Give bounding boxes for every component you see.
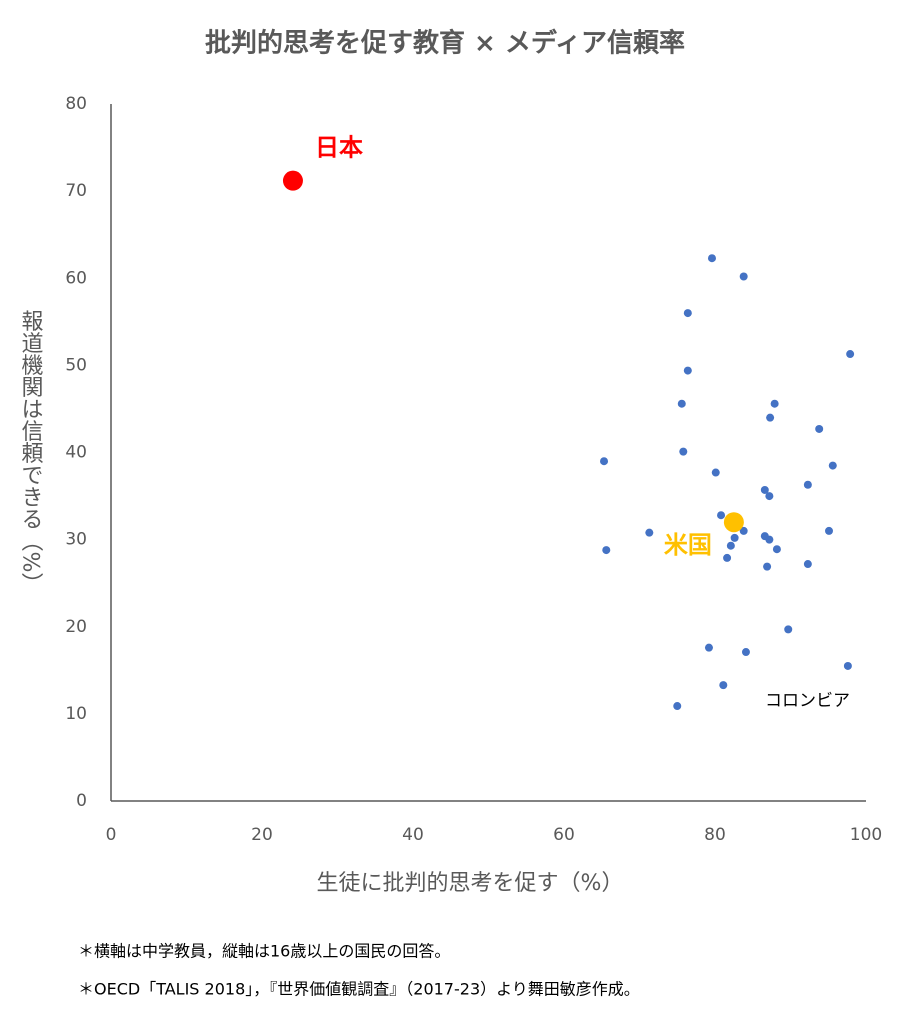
point [763,562,772,571]
point [673,702,682,711]
point [683,309,692,318]
point [843,661,852,670]
x-tick-label: 100 [850,825,882,845]
y-tick-label: 30 [65,530,87,550]
point [679,447,688,456]
point [723,512,744,533]
point [741,648,750,657]
y-tick-label: 10 [65,704,87,724]
footnote: ＊OECD「TALIS 2018」，『世界価値観調査』（2017-23）より舞田… [78,980,640,999]
point [726,541,735,550]
point [803,480,812,489]
x-tick-label: 40 [402,825,424,845]
point [766,413,775,422]
y-tick-label: 50 [65,355,87,375]
point [846,350,855,359]
y-tick-label: 40 [65,443,87,463]
point [677,399,686,408]
point [825,526,834,535]
point [760,485,769,494]
point [645,528,654,537]
point [765,492,774,501]
point [683,366,692,375]
series-label: 米国 [664,531,712,559]
annotation: コロンビア [765,691,850,711]
y-tick-label: 80 [65,94,87,114]
point [803,560,812,569]
point [770,399,779,408]
point [739,526,748,535]
series-label: 日本 [315,134,363,162]
x-axis-label: 生徒に批判的思考を促す（%） [317,871,624,896]
chart-title: 批判的思考を促す教育 × メディア信頼率 [205,28,685,59]
x-tick-label: 60 [553,825,575,845]
point [711,468,720,477]
point [282,170,303,191]
footnote: ＊横軸は中学教員，縦軸は16歳以上の国民の回答。 [78,942,450,961]
point [707,254,716,263]
point [765,535,774,544]
point [815,424,824,433]
point [828,461,837,470]
point [784,625,793,634]
y-tick-label: 0 [76,791,87,811]
point [717,511,726,520]
y-tick-label: 20 [65,617,87,637]
y-axis-label: 報道機関は信頼できる（%） [18,310,44,595]
y-tick-label: 60 [65,268,87,288]
point [719,681,728,690]
x-tick-label: 0 [106,825,117,845]
point [730,533,739,542]
x-tick-label: 80 [704,825,726,845]
point [772,545,781,554]
point [739,272,748,281]
point [602,546,611,555]
point [704,643,713,652]
x-tick-label: 20 [251,825,273,845]
point [723,553,732,562]
y-tick-label: 70 [65,181,87,201]
point [600,457,609,466]
